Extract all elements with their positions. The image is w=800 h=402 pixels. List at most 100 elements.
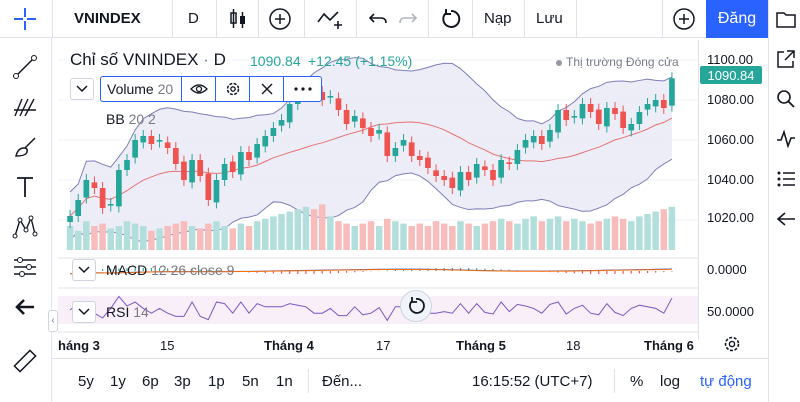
fullscreen-add-icon[interactable] — [672, 7, 696, 31]
pulse-icon[interactable] — [775, 128, 797, 150]
range-1n[interactable]: 1n — [276, 373, 293, 390]
load-button[interactable]: Nạp — [484, 10, 512, 27]
volume-bar — [514, 223, 521, 250]
range-1p[interactable]: 1p — [208, 373, 225, 390]
volume-legend-label: Volume 20 — [107, 81, 174, 97]
candle-body — [164, 142, 171, 148]
volume-bar — [172, 223, 180, 250]
collapse-toolbar-handle[interactable]: ‹ — [48, 310, 58, 332]
volume-bar — [359, 223, 367, 250]
publish-button[interactable]: Đăng — [706, 0, 768, 38]
goto-date-button[interactable]: Đến... — [322, 373, 363, 390]
brush-icon[interactable] — [10, 132, 40, 162]
chevron-down-icon — [76, 85, 88, 93]
candle-body — [83, 180, 90, 198]
candle-body — [449, 177, 456, 188]
candle-body — [189, 160, 195, 183]
candle-body — [246, 152, 252, 160]
symbol-search[interactable]: VNINDEX — [74, 10, 141, 27]
volume-bar — [327, 216, 334, 250]
volume-bar — [392, 221, 399, 250]
text-tool-icon[interactable] — [10, 172, 40, 202]
reset-chart-view-button[interactable] — [400, 290, 432, 322]
candle-body — [644, 104, 651, 110]
range-5n[interactable]: 5n — [242, 373, 259, 390]
volume-bar — [188, 226, 196, 250]
candle-body — [351, 116, 358, 122]
auto-scale-toggle[interactable]: tự động — [700, 373, 752, 390]
visibility-icon[interactable] — [181, 77, 215, 101]
trend-line-icon[interactable] — [10, 52, 40, 82]
candle-style-icon[interactable] — [228, 8, 248, 30]
price-axis[interactable]: 1100.00 1080.00 1060.00 1040.00 1020.00 … — [698, 40, 768, 340]
volume-bar — [644, 214, 651, 250]
add-indicator-icon[interactable] — [268, 7, 292, 31]
interval-button[interactable]: D — [188, 10, 199, 27]
volume-bar — [400, 223, 407, 250]
bollinger-band-fill — [70, 57, 672, 242]
redo-icon[interactable] — [398, 9, 418, 29]
volume-bar — [286, 211, 293, 250]
volume-bar — [367, 221, 375, 250]
open-external-icon[interactable] — [775, 48, 797, 70]
back-arrow-icon[interactable] — [775, 208, 797, 230]
volume-bar — [83, 221, 90, 250]
range-5y[interactable]: 5y — [78, 373, 94, 390]
volume-bar — [587, 223, 594, 250]
candle-body — [392, 148, 399, 156]
ruler-icon[interactable] — [10, 346, 40, 376]
remove-close-icon[interactable] — [249, 77, 283, 101]
volume-bar — [652, 211, 659, 250]
volume-bar — [221, 226, 228, 250]
volume-bar — [384, 218, 391, 250]
forecast-tool-icon[interactable] — [10, 252, 40, 282]
candle-body — [221, 164, 228, 180]
range-3p[interactable]: 3p — [174, 373, 191, 390]
volume-bar — [408, 226, 415, 250]
candle-body — [229, 161, 236, 172]
list-icon[interactable] — [775, 168, 797, 190]
search-icon[interactable] — [775, 88, 797, 110]
save-button[interactable]: Lưu — [536, 10, 563, 27]
pattern-tool-icon[interactable] — [10, 212, 40, 242]
volume-bar — [245, 226, 253, 250]
volume-bar — [278, 214, 285, 250]
folder-icon[interactable] — [775, 8, 797, 30]
candle-body — [433, 170, 439, 176]
volume-bar — [628, 221, 635, 250]
rsi-legend[interactable]: RSI 14 — [106, 304, 149, 320]
candle-body — [628, 124, 635, 131]
volume-bar — [611, 216, 619, 250]
macd-legend[interactable]: MACD 12 26 close 9 — [106, 262, 235, 278]
volume-bar — [74, 230, 82, 250]
chart-settings-gear-icon[interactable] — [722, 334, 742, 354]
chart-title: Chỉ số VNINDEX · D — [70, 50, 226, 69]
clock-timezone[interactable]: 16:15:52 (UTC+7) — [472, 373, 593, 390]
collapse-legend-button[interactable] — [70, 78, 94, 100]
candle-body — [205, 173, 212, 200]
crosshair-icon[interactable] — [12, 6, 38, 32]
log-scale-toggle[interactable]: log — [660, 373, 681, 390]
reset-icon[interactable] — [440, 8, 462, 30]
candle-body — [506, 162, 513, 164]
undo-icon[interactable] — [368, 9, 388, 29]
legend-last-price: 1090.84 — [250, 53, 301, 69]
candle-body — [91, 182, 98, 188]
rsi-collapse-button[interactable] — [72, 301, 96, 323]
range-1y[interactable]: 1y — [110, 373, 126, 390]
time-tick: háng 3 — [58, 338, 100, 353]
bb-legend[interactable]: BB 20 2 — [106, 111, 156, 127]
fib-tool-icon[interactable] — [10, 92, 40, 122]
candle-body — [457, 172, 464, 191]
price-chart[interactable] — [58, 40, 698, 358]
percent-scale-toggle[interactable]: % — [630, 373, 644, 390]
range-6p[interactable]: 6p — [142, 373, 159, 390]
more-options-icon[interactable] — [283, 77, 321, 101]
volume-bar — [636, 216, 643, 250]
macd-collapse-button[interactable] — [72, 259, 96, 281]
back-arrow-icon[interactable] — [10, 292, 40, 322]
compare-icon[interactable] — [316, 6, 346, 32]
volume-legend[interactable]: Volume 20 — [100, 76, 322, 102]
settings-gear-icon[interactable] — [215, 77, 249, 101]
volume-bar — [335, 221, 342, 250]
